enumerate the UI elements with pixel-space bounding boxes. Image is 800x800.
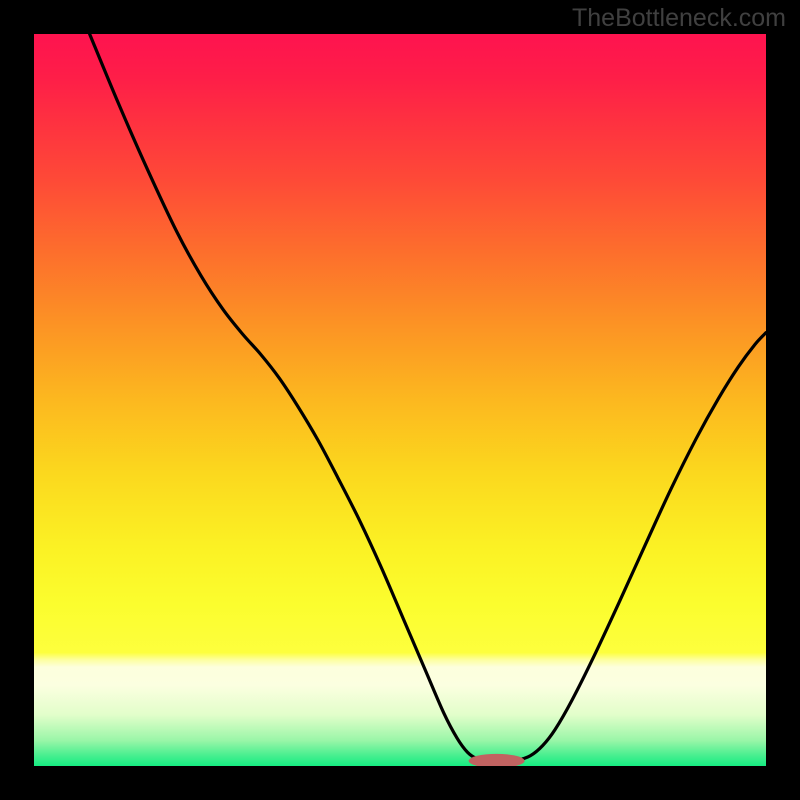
attribution-text: TheBottleneck.com: [572, 4, 786, 33]
chart-background: [34, 34, 766, 766]
chart-svg: [34, 34, 766, 766]
plot-area: [34, 34, 766, 766]
